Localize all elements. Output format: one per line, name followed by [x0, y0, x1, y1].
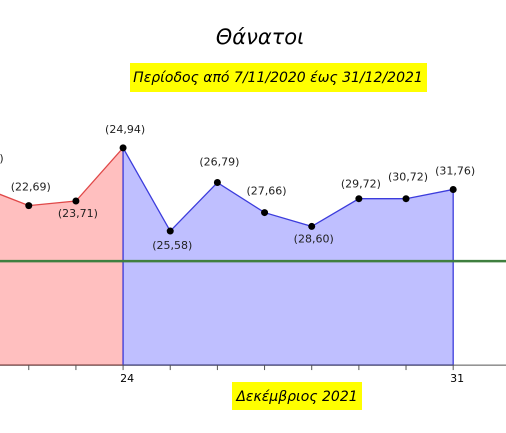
x-axis-label: Δεκέμβριος 2021	[235, 389, 357, 405]
x-label-box	[232, 382, 362, 410]
chart-title: Θάνατοι	[216, 25, 305, 49]
data-point	[308, 222, 316, 230]
data-label: (31,76)	[435, 164, 475, 177]
subtitle-box	[130, 63, 427, 92]
data-point	[119, 144, 127, 152]
data-label: (30,72)	[388, 171, 428, 184]
data-label: (26,79)	[199, 156, 239, 169]
plot: 24 31 (21,77) (22,69) (23,71) (24,94) (25,58) (…	[0, 123, 506, 385]
data-label: (23,71)	[58, 207, 98, 220]
data-label: (21,77)	[0, 152, 4, 165]
data-label: (22,69)	[11, 181, 51, 194]
data-point	[25, 202, 33, 210]
data-point	[355, 195, 363, 203]
data-point	[213, 179, 221, 187]
chart-subtitle: Περίοδος από 7/11/2020 έως 31/12/2021	[133, 70, 423, 86]
data-point	[166, 227, 174, 235]
data-label: (29,72)	[341, 178, 381, 191]
x-tick-label: 24	[120, 372, 134, 385]
data-point	[72, 197, 80, 205]
data-point	[449, 185, 457, 193]
data-label: (25,58)	[152, 239, 192, 252]
x-tick-label: 31	[450, 372, 464, 385]
data-point	[261, 209, 269, 217]
data-point	[402, 195, 410, 203]
data-label: (28,60)	[294, 232, 334, 245]
data-label: (27,66)	[247, 185, 287, 198]
data-label: (24,94)	[105, 123, 145, 136]
